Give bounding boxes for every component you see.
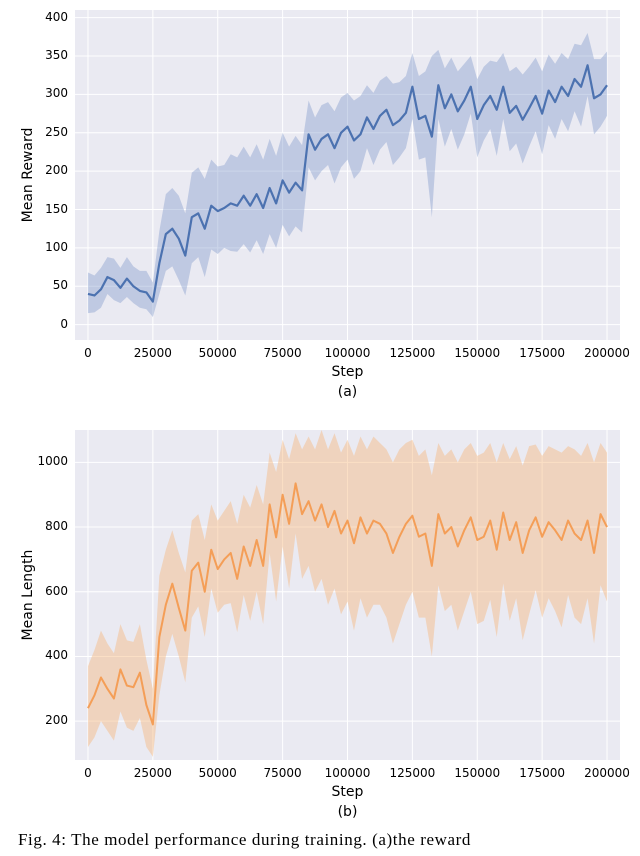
plot-area — [75, 430, 620, 760]
subplot-label: (b) — [328, 804, 368, 820]
y-axis-label: Mean Length — [20, 545, 36, 645]
plot-area — [75, 10, 620, 340]
x-tick-label: 50000 — [188, 346, 248, 360]
subplot-label: (a) — [328, 384, 368, 400]
y-tick-label: 350 — [20, 48, 68, 62]
x-tick-label: 200000 — [577, 346, 637, 360]
x-tick-label: 175000 — [512, 346, 572, 360]
y-axis-label: Mean Reward — [20, 125, 36, 225]
x-tick-label: 150000 — [447, 766, 507, 780]
x-axis-label: Step — [308, 364, 388, 380]
x-tick-label: 50000 — [188, 766, 248, 780]
x-tick-label: 100000 — [318, 346, 378, 360]
x-tick-label: 125000 — [382, 346, 442, 360]
x-tick-label: 175000 — [512, 766, 572, 780]
x-axis-label: Step — [308, 784, 388, 800]
y-tick-label: 300 — [20, 86, 68, 100]
x-tick-label: 25000 — [123, 346, 183, 360]
x-tick-label: 75000 — [253, 346, 313, 360]
x-tick-label: 0 — [58, 766, 118, 780]
y-tick-label: 400 — [20, 10, 68, 24]
x-tick-label: 150000 — [447, 346, 507, 360]
figure-caption: Fig. 4: The model performance during tra… — [18, 830, 618, 850]
x-tick-label: 100000 — [318, 766, 378, 780]
y-tick-label: 200 — [20, 713, 68, 727]
x-tick-label: 125000 — [382, 766, 442, 780]
x-tick-label: 75000 — [253, 766, 313, 780]
y-tick-label: 0 — [20, 317, 68, 331]
x-tick-label: 25000 — [123, 766, 183, 780]
chart-svg — [75, 10, 620, 340]
y-tick-label: 800 — [20, 519, 68, 533]
y-tick-label: 1000 — [20, 454, 68, 468]
x-tick-label: 200000 — [577, 766, 637, 780]
y-tick-label: 400 — [20, 648, 68, 662]
y-tick-label: 50 — [20, 278, 68, 292]
chart-svg — [75, 430, 620, 760]
x-tick-label: 0 — [58, 346, 118, 360]
y-tick-label: 100 — [20, 240, 68, 254]
